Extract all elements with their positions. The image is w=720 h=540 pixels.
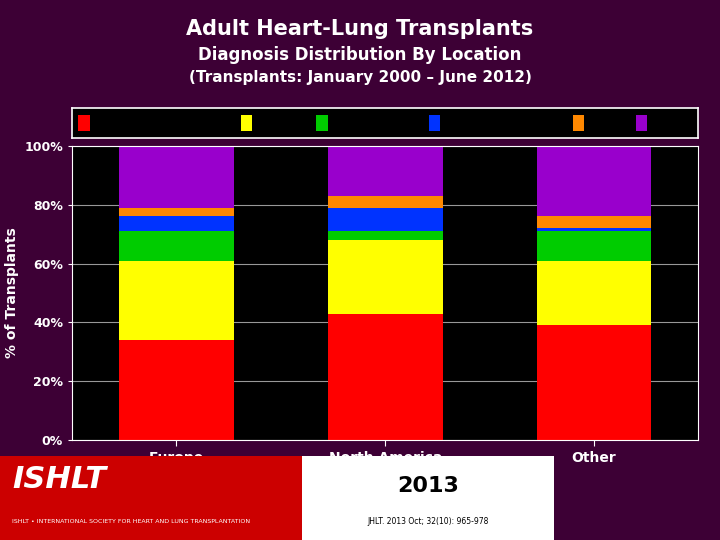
Bar [536,217,652,228]
Text: JHLT. 2013 Oct; 32(10): 965-978: JHLT. 2013 Oct; 32(10): 965-978 [368,517,489,526]
Bar [119,231,234,261]
Bar [536,228,652,231]
Bar [328,231,443,240]
Text: 2013: 2013 [397,476,459,496]
Bar [328,314,443,440]
Bar [536,261,652,325]
Bar [241,114,253,131]
Text: (Transplants: January 2000 – June 2012): (Transplants: January 2000 – June 2012) [189,70,531,85]
Bar [316,114,328,131]
Bar [328,240,443,314]
Text: Diagnosis Distribution By Location: Diagnosis Distribution By Location [198,46,522,64]
Text: ISHLT • INTERNATIONAL SOCIETY FOR HEART AND LUNG TRANSPLANTATION: ISHLT • INTERNATIONAL SOCIETY FOR HEART … [12,519,251,524]
Bar [536,325,652,440]
Y-axis label: % of Transplants: % of Transplants [4,227,19,359]
Bar [78,114,89,131]
Bar [328,146,443,196]
Text: ISHLT: ISHLT [12,465,106,494]
Text: Adult Heart-Lung Transplants: Adult Heart-Lung Transplants [186,19,534,39]
Bar [119,261,234,340]
Bar [119,207,234,217]
Bar [119,217,234,231]
Bar [328,196,443,207]
Bar [429,114,441,131]
Bar [573,114,585,131]
Bar [119,146,234,207]
Bar [119,340,234,440]
Bar [536,146,652,217]
Bar [536,231,652,261]
Bar [328,207,443,231]
Bar [636,114,647,131]
